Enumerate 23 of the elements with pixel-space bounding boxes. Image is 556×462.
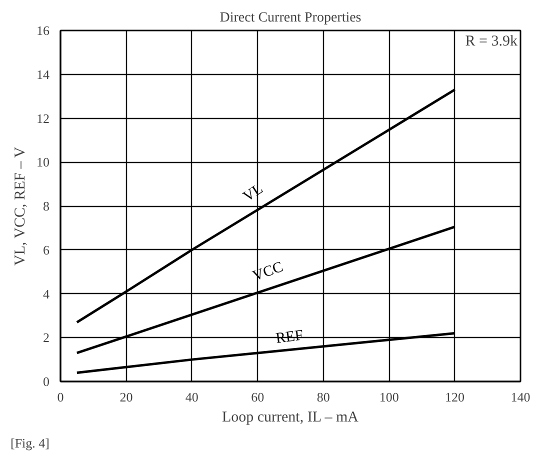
y-axis-title: VL, VCC, REF – V <box>12 146 28 266</box>
x-tick-label: 0 <box>57 390 64 404</box>
x-tick-label: 100 <box>379 390 399 404</box>
y-tick-label: 6 <box>43 242 50 258</box>
y-tick-label: 14 <box>36 66 50 82</box>
chart-title: Direct Current Properties <box>220 10 362 26</box>
x-tick-label: 40 <box>185 390 198 404</box>
text: [Fig. 4] <box>10 436 50 450</box>
x-tick-label: 140 <box>510 390 530 404</box>
y-tick-label: 8 <box>43 198 50 214</box>
y-tick-label: 4 <box>43 286 50 302</box>
y-tick-label: 2 <box>43 330 50 346</box>
y-tick-label: 0 <box>43 374 50 389</box>
text: VCC <box>250 259 286 285</box>
y-tick-label: 12 <box>36 110 50 126</box>
x-tick-label: 20 <box>120 390 133 404</box>
x-tick-label: 120 <box>445 390 465 404</box>
x-axis-title: Loop current, IL – mA <box>222 410 359 426</box>
y-tick-label: 16 <box>36 23 50 38</box>
x-tick-label: 80 <box>316 390 330 404</box>
x-tick-label: 60 <box>251 390 264 404</box>
y-tick-label: 10 <box>36 154 50 170</box>
annotation: R = 3.9k <box>465 34 518 50</box>
